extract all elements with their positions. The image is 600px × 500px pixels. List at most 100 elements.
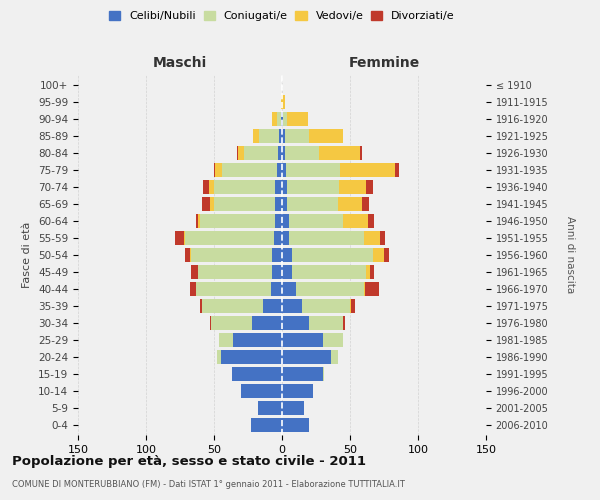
Bar bbox=[232, 367, 282, 380]
Bar bbox=[286, 164, 340, 177]
Bar bbox=[282, 130, 285, 143]
Bar bbox=[281, 112, 282, 126]
Bar bbox=[215, 164, 222, 177]
Bar bbox=[190, 248, 191, 262]
Bar bbox=[196, 214, 197, 228]
Bar bbox=[252, 316, 282, 330]
Text: Popolazione per età, sesso e stato civile - 2011: Popolazione per età, sesso e stato civil… bbox=[12, 455, 366, 468]
Text: Maschi: Maschi bbox=[153, 56, 207, 70]
Bar bbox=[309, 316, 343, 330]
Bar bbox=[296, 282, 364, 296]
Bar bbox=[203, 180, 209, 194]
Bar bbox=[191, 248, 272, 262]
Bar bbox=[221, 350, 282, 364]
Bar bbox=[367, 180, 373, 194]
Bar bbox=[282, 214, 289, 228]
Bar bbox=[282, 282, 296, 296]
Legend: Celibi/Nubili, Coniugati/e, Vedovi/e, Divorziati/e: Celibi/Nubili, Coniugati/e, Vedovi/e, Di… bbox=[109, 10, 455, 21]
Bar bbox=[238, 146, 244, 160]
Bar bbox=[263, 299, 282, 312]
Bar bbox=[340, 164, 395, 177]
Bar bbox=[287, 112, 308, 126]
Bar bbox=[309, 130, 343, 143]
Bar bbox=[283, 112, 287, 126]
Bar bbox=[282, 180, 287, 194]
Bar bbox=[282, 299, 302, 312]
Bar bbox=[220, 333, 233, 346]
Bar bbox=[197, 265, 272, 279]
Bar bbox=[251, 418, 282, 432]
Bar bbox=[359, 146, 362, 160]
Bar bbox=[319, 146, 359, 160]
Bar bbox=[285, 130, 309, 143]
Bar bbox=[331, 350, 338, 364]
Bar bbox=[292, 265, 367, 279]
Bar bbox=[323, 367, 324, 380]
Bar bbox=[282, 248, 292, 262]
Bar bbox=[362, 198, 369, 211]
Bar bbox=[352, 299, 355, 312]
Bar bbox=[222, 164, 277, 177]
Text: Femmine: Femmine bbox=[349, 56, 419, 70]
Bar bbox=[282, 418, 309, 432]
Bar bbox=[211, 316, 252, 330]
Bar bbox=[257, 401, 282, 414]
Bar bbox=[184, 231, 185, 245]
Bar bbox=[364, 231, 380, 245]
Bar bbox=[282, 164, 286, 177]
Bar bbox=[281, 96, 282, 109]
Bar bbox=[197, 214, 200, 228]
Bar bbox=[282, 112, 283, 126]
Bar bbox=[282, 316, 309, 330]
Bar bbox=[210, 316, 211, 330]
Bar bbox=[289, 214, 343, 228]
Bar bbox=[338, 198, 362, 211]
Bar bbox=[395, 164, 399, 177]
Bar bbox=[185, 248, 190, 262]
Bar bbox=[274, 231, 282, 245]
Bar bbox=[275, 180, 282, 194]
Text: COMUNE DI MONTERUBBIANO (FM) - Dati ISTAT 1° gennaio 2011 - Elaborazione TUTTITA: COMUNE DI MONTERUBBIANO (FM) - Dati ISTA… bbox=[12, 480, 405, 489]
Bar bbox=[282, 350, 331, 364]
Bar bbox=[343, 316, 344, 330]
Bar bbox=[214, 164, 215, 177]
Bar bbox=[343, 214, 368, 228]
Bar bbox=[202, 299, 263, 312]
Bar bbox=[287, 180, 339, 194]
Bar bbox=[275, 214, 282, 228]
Bar bbox=[302, 299, 350, 312]
Y-axis label: Anni di nascita: Anni di nascita bbox=[565, 216, 575, 294]
Bar bbox=[384, 248, 389, 262]
Bar bbox=[323, 333, 343, 346]
Bar bbox=[282, 96, 285, 109]
Bar bbox=[272, 248, 282, 262]
Bar bbox=[365, 282, 379, 296]
Bar bbox=[282, 367, 323, 380]
Bar bbox=[364, 282, 365, 296]
Bar bbox=[292, 248, 373, 262]
Bar bbox=[233, 333, 282, 346]
Bar bbox=[275, 198, 282, 211]
Bar bbox=[380, 231, 385, 245]
Bar bbox=[237, 146, 238, 160]
Bar bbox=[209, 180, 214, 194]
Bar bbox=[282, 333, 323, 346]
Bar bbox=[282, 265, 292, 279]
Bar bbox=[253, 130, 259, 143]
Bar bbox=[214, 180, 275, 194]
Bar bbox=[289, 231, 364, 245]
Bar bbox=[200, 299, 202, 312]
Bar bbox=[282, 384, 313, 398]
Bar bbox=[214, 198, 275, 211]
Bar bbox=[210, 198, 214, 211]
Bar bbox=[282, 231, 289, 245]
Bar bbox=[241, 384, 282, 398]
Bar bbox=[272, 265, 282, 279]
Bar bbox=[202, 198, 210, 211]
Bar bbox=[277, 112, 281, 126]
Bar bbox=[287, 198, 338, 211]
Bar bbox=[190, 282, 196, 296]
Bar bbox=[282, 401, 304, 414]
Bar bbox=[367, 265, 370, 279]
Bar bbox=[175, 231, 184, 245]
